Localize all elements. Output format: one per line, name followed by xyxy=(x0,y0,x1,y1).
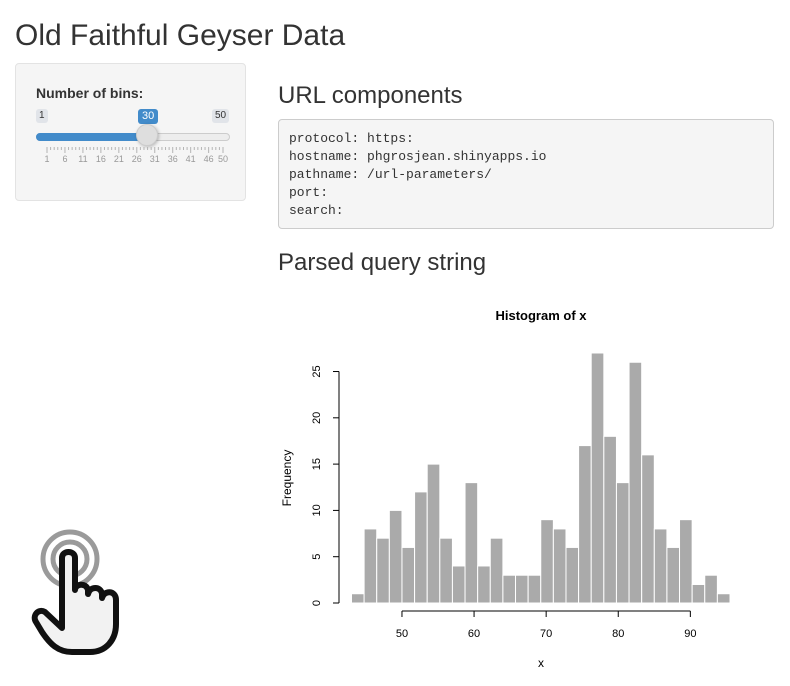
histogram-bar xyxy=(628,361,643,604)
histogram-bar xyxy=(502,574,517,604)
url-component-key: protocol: xyxy=(289,131,360,146)
url-component-key: pathname: xyxy=(289,167,360,182)
y-axis-label: Frequency xyxy=(280,450,294,507)
x-tick-label: 80 xyxy=(612,628,624,640)
sidebar-panel: Number of bins: 1 50 30 1 6 11 16 21 26 31 36 41… xyxy=(15,63,246,201)
histogram-bar xyxy=(603,435,617,604)
histogram-plot: Histogram of x 50 60 70 80 90 0 5 10 15 20 25 x Frequ… xyxy=(280,308,731,670)
bins-slider-label: Number of bins: xyxy=(36,85,144,101)
url-components-heading: URL components xyxy=(278,82,463,109)
url-component-line: port: xyxy=(289,184,763,202)
y-tick-label: 5 xyxy=(311,554,323,560)
slider-grid-label: 1 xyxy=(44,154,49,164)
histogram-bar xyxy=(439,537,453,604)
slider-grid-label: 6 xyxy=(62,154,67,164)
histogram-bar xyxy=(691,583,706,604)
histogram-bar xyxy=(477,565,491,604)
slider-handle[interactable] xyxy=(136,124,158,146)
url-component-key: hostname: xyxy=(289,149,360,164)
slider-min-label: 1 xyxy=(36,109,48,123)
y-tick-label: 0 xyxy=(311,600,323,606)
slider-grid-label: 50 xyxy=(218,154,228,164)
url-component-line: protocol: https: xyxy=(289,130,763,148)
url-component-line: pathname: /url-parameters/ xyxy=(289,166,763,184)
parsed-query-heading: Parsed query string xyxy=(278,249,487,276)
histogram-bar xyxy=(540,519,554,604)
histogram-bar xyxy=(351,593,365,604)
histogram-bar xyxy=(653,528,668,604)
histogram-bar xyxy=(388,509,403,604)
slider-grid-label: 41 xyxy=(186,154,196,164)
histogram-bar xyxy=(552,528,567,604)
slider-grid-label: 21 xyxy=(114,154,124,164)
url-components-output: protocol: https: hostname: phgrosjean.shi… xyxy=(278,119,774,229)
histogram-bar xyxy=(615,482,630,604)
y-tick-label: 25 xyxy=(311,365,323,377)
url-component-key: port: xyxy=(289,185,329,200)
hand-pointer-icon xyxy=(31,529,119,655)
chart-title: Histogram of x xyxy=(495,308,587,323)
url-component-key: search: xyxy=(289,203,344,218)
slider-grid-label: 16 xyxy=(96,154,106,164)
y-tick-label: 20 xyxy=(311,412,323,424)
histogram-bar xyxy=(590,352,605,604)
x-tick-label: 90 xyxy=(684,628,696,640)
histogram-bar xyxy=(565,546,580,604)
slider-grid-label: 36 xyxy=(168,154,178,164)
y-tick-label: 10 xyxy=(311,504,323,516)
slider-grid-label: 31 xyxy=(150,154,160,164)
histogram-bar xyxy=(716,593,731,604)
histogram-bar xyxy=(679,519,693,604)
x-axis-label: x xyxy=(538,656,544,670)
histogram-bar xyxy=(704,574,718,604)
histogram-bar xyxy=(451,565,466,604)
url-component-line: search: xyxy=(289,202,763,220)
histogram-bar xyxy=(401,546,416,604)
slider-grid-label: 11 xyxy=(78,154,87,164)
histogram-bar xyxy=(641,454,655,604)
url-component-value: /url-parameters/ xyxy=(359,167,492,182)
histogram-bar xyxy=(464,482,479,604)
slider-grid-label: 26 xyxy=(132,154,142,164)
x-tick-label: 50 xyxy=(396,628,408,640)
slider-grid-label: 46 xyxy=(204,154,214,164)
x-tick-label: 60 xyxy=(468,628,480,640)
histogram-bar xyxy=(666,546,681,604)
slider-max-label: 50 xyxy=(212,109,230,123)
x-tick-label: 70 xyxy=(540,628,552,640)
histogram-bar xyxy=(578,445,592,604)
app-title: Old Faithful Geyser Data xyxy=(15,19,346,52)
url-component-line: hostname: phgrosjean.shinyapps.io xyxy=(289,148,763,166)
url-component-value: https: xyxy=(359,131,414,146)
histogram-bar xyxy=(376,537,390,604)
url-component-value: phgrosjean.shinyapps.io xyxy=(359,149,547,164)
main-panel: URL components protocol: https: hostname:… xyxy=(278,0,790,686)
y-tick-label: 15 xyxy=(311,458,323,470)
histogram-bar xyxy=(489,537,504,604)
histogram-bar xyxy=(426,463,441,604)
histogram-bar xyxy=(414,491,428,604)
histogram-bar xyxy=(527,574,542,604)
histogram-bar xyxy=(515,574,529,604)
slider-grid: 1 6 11 16 21 26 31 36 41 46 50 xyxy=(44,147,228,164)
histogram-bar xyxy=(363,528,378,604)
slider-value-label: 30 xyxy=(138,109,159,124)
